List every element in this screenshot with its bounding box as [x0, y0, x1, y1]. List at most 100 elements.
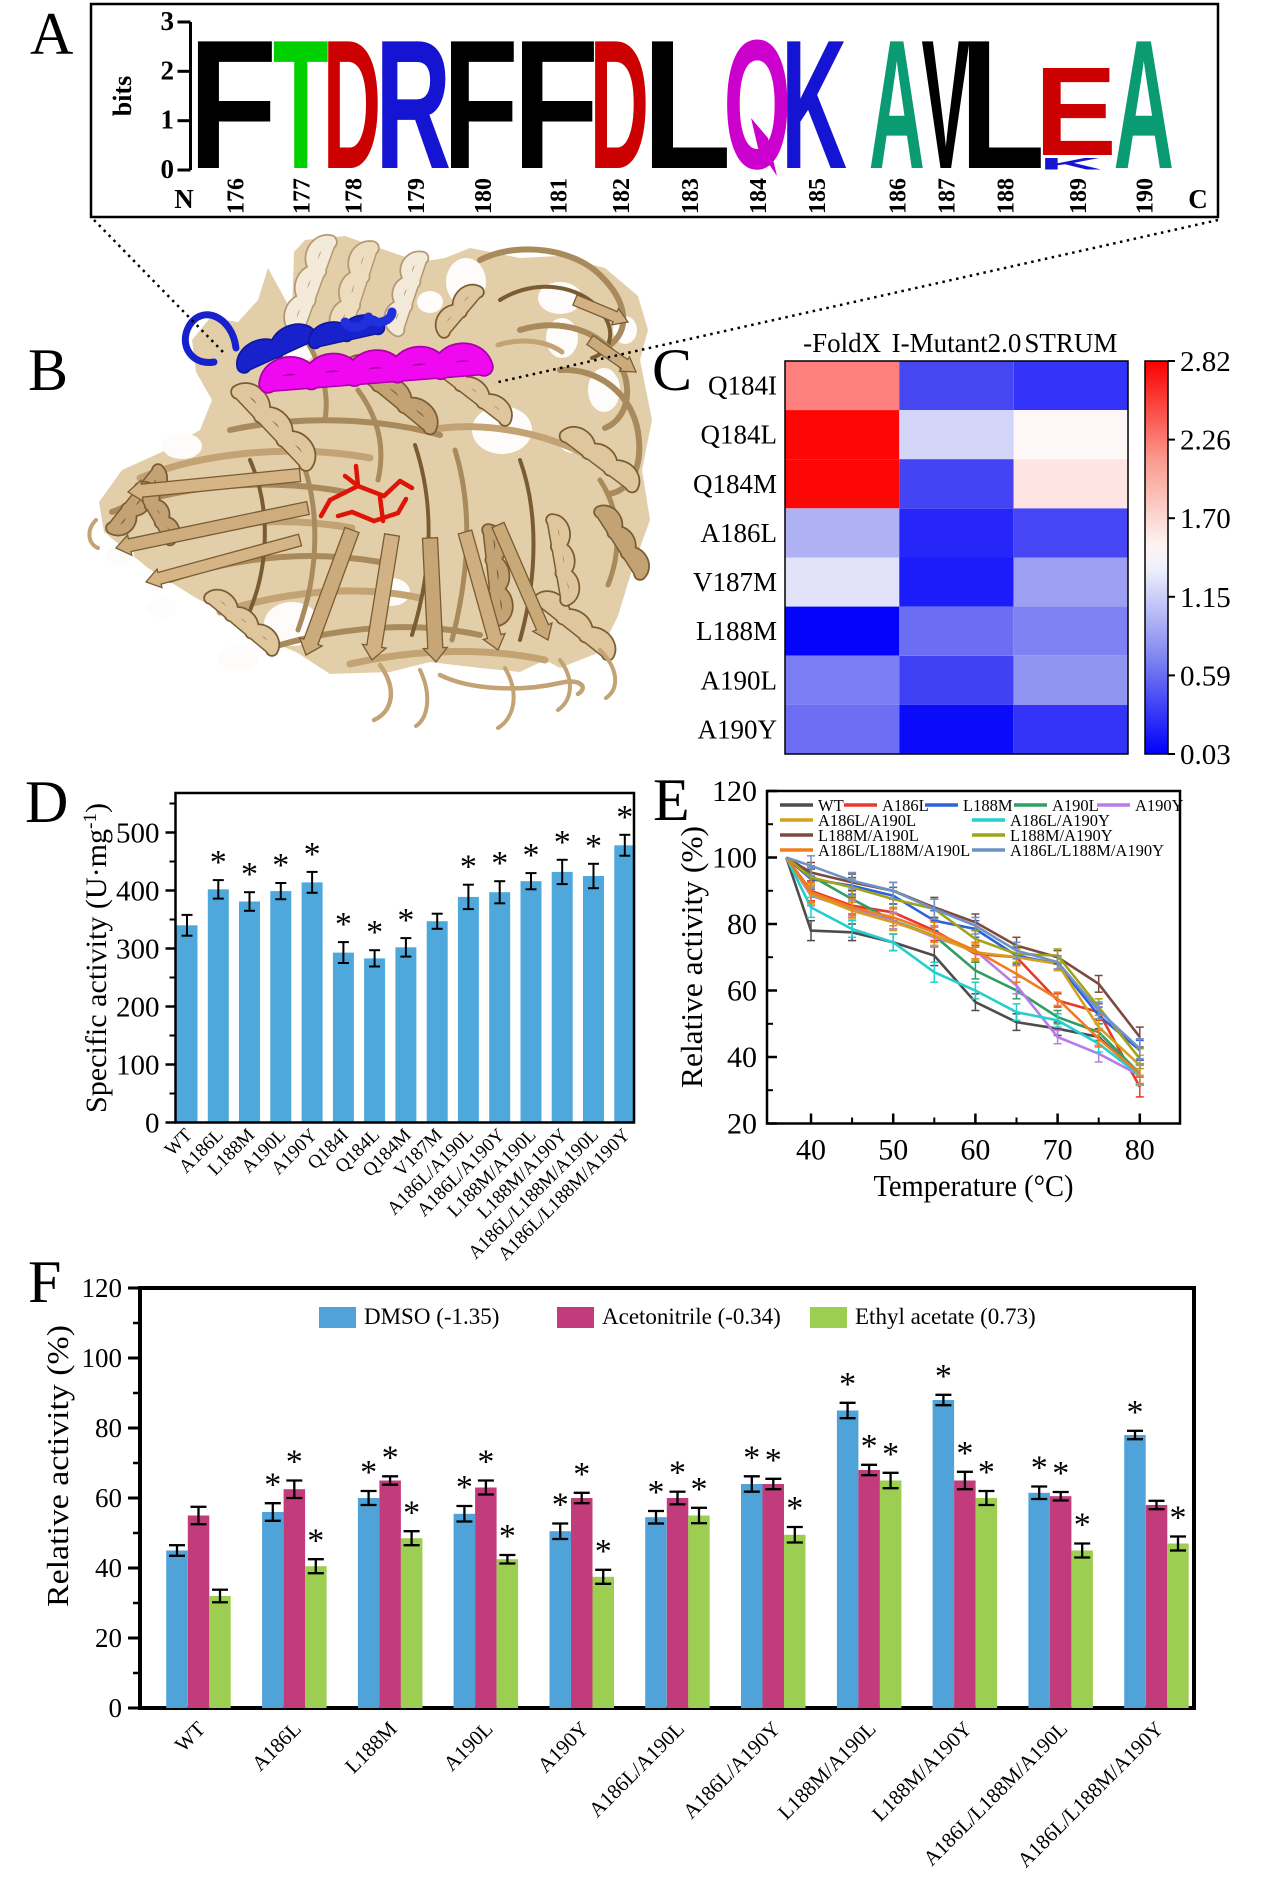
svg-text:Acetonitrile (-0.34): Acetonitrile (-0.34) [602, 1304, 781, 1329]
svg-text:*: * [935, 1358, 952, 1395]
svg-text:20: 20 [95, 1623, 122, 1653]
svg-text:C: C [652, 337, 692, 403]
svg-text:*: * [307, 1522, 324, 1559]
svg-text:1.70: 1.70 [1180, 503, 1231, 535]
svg-text:60: 60 [960, 1134, 990, 1167]
svg-text:D: D [25, 769, 68, 835]
svg-text:80: 80 [1125, 1134, 1155, 1167]
svg-text:L188M/A190Y: L188M/A190Y [867, 1717, 976, 1826]
svg-text:20: 20 [727, 1108, 757, 1141]
svg-text:50: 50 [878, 1134, 908, 1167]
svg-text:D: D [590, 3, 650, 208]
svg-text:*: * [956, 1435, 973, 1472]
svg-text:L: L [960, 3, 1046, 208]
svg-text:*: * [616, 799, 633, 836]
svg-text:1: 1 [161, 105, 175, 135]
svg-text:*: * [456, 1469, 473, 1506]
svg-text:190: 190 [1133, 178, 1159, 214]
svg-text:80: 80 [95, 1413, 122, 1443]
svg-text:182: 182 [609, 178, 635, 214]
svg-text:A186L/A190Y: A186L/A190Y [678, 1717, 785, 1824]
svg-text:*: * [648, 1474, 665, 1511]
svg-text:183: 183 [678, 178, 704, 214]
svg-text:*: * [861, 1428, 878, 1465]
svg-text:C: C [1188, 184, 1208, 214]
svg-text:L188M/A190L: L188M/A190L [818, 826, 919, 845]
svg-text:187: 187 [935, 178, 961, 214]
svg-text:F: F [188, 3, 277, 208]
svg-text:*: * [460, 849, 477, 886]
svg-text:*: * [272, 847, 289, 884]
svg-text:A186L/A190Y: A186L/A190Y [1010, 811, 1110, 830]
svg-text:40: 40 [95, 1553, 122, 1583]
svg-text:D: D [323, 3, 381, 208]
svg-text:*: * [1052, 1455, 1069, 1492]
svg-text:100: 100 [82, 1343, 123, 1373]
svg-text:100: 100 [712, 842, 757, 875]
svg-text:*: * [241, 856, 258, 893]
svg-text:*: * [1074, 1507, 1091, 1544]
svg-text:0.59: 0.59 [1180, 660, 1231, 692]
svg-text:L188M: L188M [963, 796, 1013, 815]
svg-text:*: * [743, 1439, 760, 1476]
svg-text:*: * [491, 845, 508, 882]
svg-text:V187M: V187M [693, 567, 777, 597]
svg-text:A190Y: A190Y [1135, 796, 1184, 815]
svg-text:E: E [1035, 42, 1117, 183]
svg-text:185: 185 [805, 178, 831, 214]
svg-text:*: * [554, 824, 571, 861]
svg-text:188: 188 [994, 178, 1020, 214]
svg-text:V: V [922, 3, 971, 208]
svg-text:L188M: L188M [340, 1716, 402, 1778]
svg-text:*: * [499, 1518, 516, 1555]
svg-text:*: * [264, 1466, 281, 1503]
svg-text:*: * [304, 836, 321, 873]
svg-text:*: * [691, 1471, 708, 1508]
svg-text:2.26: 2.26 [1180, 425, 1231, 457]
svg-text:60: 60 [727, 975, 757, 1008]
svg-text:E: E [653, 767, 690, 833]
svg-text:A: A [30, 1, 73, 67]
svg-text:A186L: A186L [701, 518, 778, 548]
svg-text:A186L/A190L: A186L/A190L [818, 811, 916, 830]
svg-text:*: * [1170, 1500, 1187, 1537]
svg-text:*: * [786, 1490, 803, 1527]
svg-text:F: F [443, 3, 519, 208]
svg-text:2.82: 2.82 [1180, 346, 1231, 378]
svg-text:Ethyl acetate (0.73): Ethyl acetate (0.73) [855, 1304, 1036, 1329]
svg-text:70: 70 [1043, 1134, 1073, 1167]
svg-text:A: A [869, 3, 925, 208]
svg-text:F: F [513, 3, 600, 208]
svg-text:B: B [28, 337, 68, 403]
svg-text:F: F [28, 1249, 61, 1315]
svg-text:WT: WT [818, 796, 844, 815]
svg-text:400: 400 [116, 876, 160, 908]
svg-text:K: K [1039, 154, 1102, 173]
svg-text:*: * [765, 1442, 782, 1479]
svg-text:Q184M: Q184M [693, 469, 777, 499]
svg-text:-FoldX: -FoldX [803, 328, 882, 358]
svg-text:A190Y: A190Y [698, 714, 778, 744]
svg-text:A190L: A190L [701, 665, 778, 695]
svg-text:2: 2 [161, 55, 175, 85]
svg-text:L188M: L188M [696, 616, 777, 646]
svg-text:120: 120 [82, 1273, 123, 1303]
svg-text:0: 0 [145, 1108, 160, 1140]
svg-text:179: 179 [404, 178, 430, 214]
svg-text:*: * [595, 1533, 612, 1570]
svg-text:Specific activity (U·mg-1): Specific activity (U·mg-1) [80, 803, 114, 1113]
svg-text:*: * [210, 844, 227, 881]
svg-text:*: * [403, 1494, 420, 1531]
svg-text:60: 60 [95, 1483, 122, 1513]
svg-text:*: * [573, 1456, 590, 1493]
svg-text:*: * [1127, 1394, 1144, 1431]
svg-text:300: 300 [116, 934, 160, 966]
svg-text:176: 176 [224, 178, 250, 214]
svg-text:bits: bits [108, 76, 137, 116]
svg-text:*: * [1031, 1449, 1048, 1486]
svg-text:Temperature (°C): Temperature (°C) [874, 1168, 1074, 1203]
svg-text:0.03: 0.03 [1180, 739, 1231, 771]
svg-text:Q184L: Q184L [701, 420, 778, 450]
svg-text:A190Y: A190Y [533, 1717, 594, 1778]
svg-text:*: * [978, 1454, 995, 1491]
